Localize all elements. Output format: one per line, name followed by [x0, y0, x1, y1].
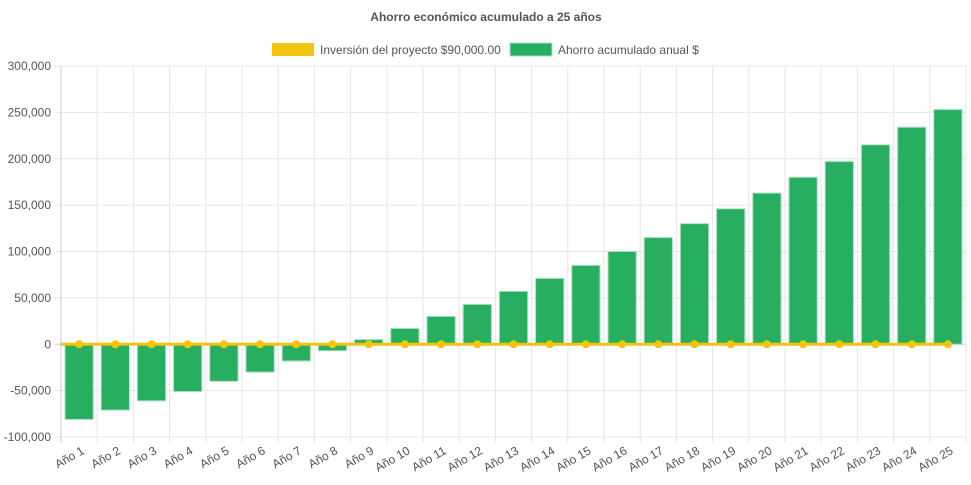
bar-savings[interactable]: [860, 144, 891, 345]
chart-title: Ahorro económico acumulado a 25 años: [370, 10, 602, 24]
x-tick-label: Año 13: [481, 443, 521, 474]
x-tick-label: Año 14: [517, 443, 557, 474]
bar-savings[interactable]: [535, 277, 565, 345]
point-investment[interactable]: [473, 340, 482, 349]
bar-savings[interactable]: [100, 343, 130, 411]
y-tick-label: 150,000: [8, 198, 52, 212]
bar-savings[interactable]: [245, 343, 275, 373]
point-investment[interactable]: [799, 340, 808, 349]
legend-label-investment: Inversión del proyecto $90,000.00: [320, 43, 501, 57]
legend-swatch-savings: [509, 42, 553, 57]
point-investment[interactable]: [907, 340, 916, 349]
legend-label-savings: Ahorro acumulado anual $: [558, 43, 699, 57]
y-tick-label: 50,000: [14, 291, 51, 305]
x-tick-label: Año 6: [233, 443, 267, 471]
point-investment[interactable]: [292, 340, 301, 349]
x-tick-label: Año 24: [879, 443, 919, 474]
x-tick-label: Año 8: [306, 443, 340, 471]
x-tick-label: Año 4: [161, 443, 195, 471]
x-tick-label: Año 9: [342, 443, 376, 471]
point-investment[interactable]: [364, 340, 373, 349]
x-tick-label: Año 3: [125, 443, 159, 471]
bar-savings[interactable]: [571, 264, 601, 345]
y-tick-label: -100,000: [4, 430, 52, 444]
point-investment[interactable]: [400, 340, 409, 349]
y-tick-label: 200,000: [8, 152, 52, 166]
x-tick-label: Año 10: [372, 443, 412, 474]
legend-swatch-investment: [272, 43, 314, 56]
x-tick-label: Año 23: [843, 443, 883, 474]
point-investment[interactable]: [545, 340, 554, 349]
x-tick-label: Año 20: [734, 443, 774, 474]
point-investment[interactable]: [219, 340, 228, 349]
y-tick-label: 100,000: [8, 245, 52, 259]
bar-savings[interactable]: [209, 343, 239, 382]
point-investment[interactable]: [256, 340, 265, 349]
bars-savings: [64, 109, 963, 420]
bar-savings[interactable]: [607, 251, 637, 345]
y-tick-label: 250,000: [8, 105, 52, 119]
point-investment[interactable]: [835, 340, 844, 349]
bar-savings[interactable]: [64, 343, 94, 420]
y-tick-label: 0: [44, 337, 51, 351]
y-axis: -100,000 -50,000 0 50,000 100,000 150,000 200,…: [4, 59, 52, 444]
point-investment[interactable]: [618, 340, 627, 349]
point-investment[interactable]: [762, 340, 771, 349]
point-investment[interactable]: [654, 340, 663, 349]
x-tick-label: Año 2: [89, 443, 123, 471]
bar-savings[interactable]: [498, 290, 529, 345]
point-investment[interactable]: [509, 340, 518, 349]
x-tick-label: Año 15: [553, 443, 593, 474]
y-tick-label: -50,000: [10, 384, 51, 398]
bar-savings[interactable]: [136, 343, 167, 402]
bar-savings[interactable]: [716, 208, 746, 345]
bar-savings[interactable]: [933, 109, 963, 345]
x-tick-label: Año 7: [270, 443, 304, 471]
bar-savings[interactable]: [462, 303, 492, 345]
legend-item-investment[interactable]: Inversión del proyecto $90,000.00: [272, 43, 501, 57]
x-tick-label: Año 1: [52, 443, 86, 471]
point-investment[interactable]: [690, 340, 699, 349]
bar-savings[interactable]: [643, 237, 673, 345]
point-investment[interactable]: [111, 340, 120, 349]
point-investment[interactable]: [147, 340, 156, 349]
x-tick-label: Año 18: [662, 443, 702, 474]
point-investment[interactable]: [328, 340, 337, 349]
point-investment[interactable]: [437, 340, 446, 349]
y-tick-label: 300,000: [8, 59, 52, 73]
bar-savings[interactable]: [824, 161, 854, 345]
bar-savings[interactable]: [897, 126, 927, 345]
point-investment[interactable]: [581, 340, 590, 349]
x-tick-label: Año 5: [197, 443, 231, 471]
grid: [55, 65, 967, 443]
point-investment[interactable]: [871, 340, 880, 349]
point-investment[interactable]: [183, 340, 192, 349]
x-axis: Año 1 Año 2 Año 3 Año 4 Año 5 Año 6 Año 7 Año 8…: [52, 443, 955, 474]
x-tick-label: Año 19: [698, 443, 738, 474]
bar-savings[interactable]: [788, 176, 818, 345]
x-tick-label: Año 17: [626, 443, 666, 474]
bar-savings[interactable]: [426, 315, 456, 345]
point-investment[interactable]: [726, 340, 735, 349]
legend-item-savings[interactable]: Ahorro acumulado anual $: [509, 42, 699, 57]
x-tick-label: Año 21: [771, 443, 811, 474]
x-tick-label: Año 22: [807, 443, 847, 474]
point-investment[interactable]: [75, 340, 84, 349]
point-investment[interactable]: [943, 340, 952, 349]
legend: Inversión del proyecto $90,000.00 Ahorro…: [272, 42, 699, 57]
line-investment: [61, 340, 952, 349]
bar-savings[interactable]: [752, 192, 782, 345]
x-tick-label: Año 12: [445, 443, 485, 474]
x-tick-label: Año 25: [915, 443, 955, 474]
x-tick-label: Año 16: [590, 443, 630, 474]
bar-savings[interactable]: [173, 343, 203, 393]
x-tick-label: Año 11: [409, 443, 448, 474]
bar-savings[interactable]: [679, 223, 710, 345]
